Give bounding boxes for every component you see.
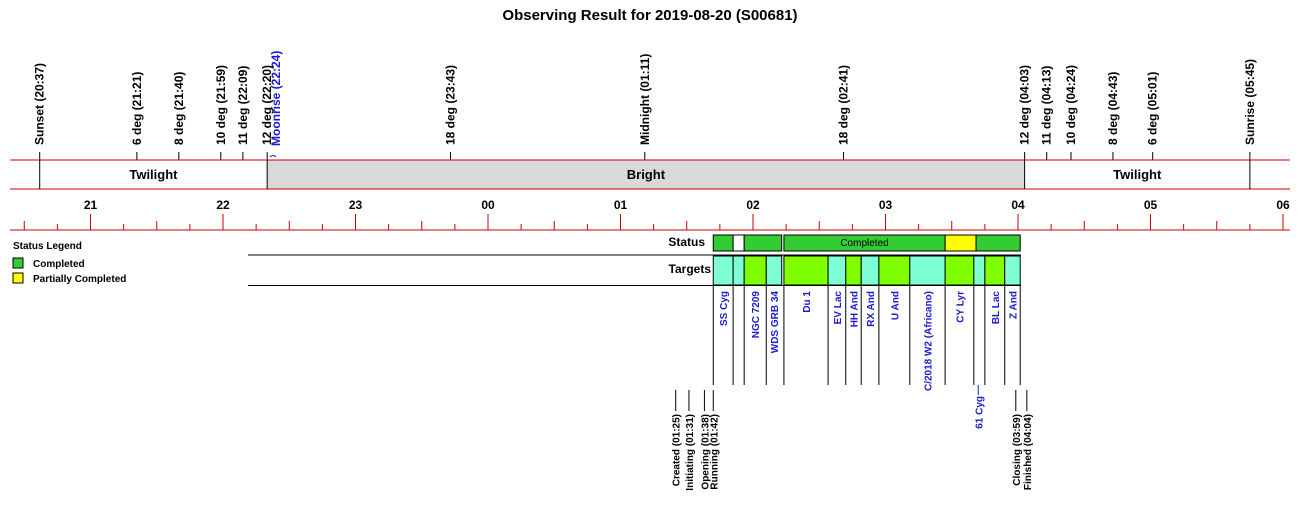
legend-label-completed: Completed — [33, 259, 85, 270]
sky-event-label: 12 deg (22:20) — [260, 65, 274, 145]
target-label-61-cyg: 61 Cyg — [974, 396, 985, 429]
run-event-label-initiating: Initiating (01:31) — [685, 414, 696, 491]
sky-event-label: 12 deg (04:03) — [1018, 65, 1032, 145]
sky-event-label: 18 deg (02:41) — [837, 65, 851, 145]
hour-axis: 21 22 23 00 01 02 03 04 05 06 — [10, 198, 1290, 231]
sky-band-twilight — [39, 160, 268, 189]
sky-event-label: 6 deg (21:21) — [130, 72, 144, 145]
run-events: Created (01:25) Initiating (01:31) Opening… — [672, 390, 1034, 491]
target-label-cy-lyr: CY Lyr — [955, 291, 966, 323]
sky-event-label: 11 deg (04:13) — [1040, 66, 1054, 145]
status-segment-completed — [975, 234, 1021, 252]
target-label-rx-and: RX And — [866, 291, 877, 327]
target-label-bl-lac: BL Lac — [991, 291, 1002, 325]
sky-event-label: 10 deg (04:24) — [1064, 65, 1078, 145]
target-label-ngc-7209: NGC 7209 — [751, 291, 762, 339]
legend-title: Status Legend — [13, 241, 82, 252]
targets-row-label: Targets — [669, 262, 712, 276]
sky-band-label: Twilight — [129, 167, 178, 182]
status-segment-blank — [732, 234, 745, 252]
sky-event-label: Sunset (20:37) — [33, 63, 47, 145]
status-segment-partially-completed — [944, 234, 977, 252]
target-segment-wds-grb-34 — [765, 255, 783, 286]
hour-tick-label: 22 — [216, 198, 230, 212]
sky-event-label: Sunrise (05:45) — [1243, 59, 1257, 145]
hour-tick-label: 02 — [746, 198, 760, 212]
sky-event-label: Midnight (01:11) — [638, 54, 652, 145]
sky-event-label: 8 deg (04:43) — [1106, 72, 1120, 145]
run-event-label-closing: Closing (03:59) — [1012, 414, 1023, 486]
hour-tick-label: 21 — [84, 198, 98, 212]
sky-band-bright — [267, 160, 1025, 189]
sky-conditions: Twilight Bright Twilight Sunset (20:37) 6 de… — [10, 51, 1290, 190]
sky-band-label: Twilight — [1113, 167, 1162, 182]
target-label-z-and: Z And — [1008, 291, 1019, 319]
target-segment-ss-cyg — [712, 255, 734, 286]
hour-tick-label: 04 — [1011, 198, 1025, 212]
target-segment-cy-lyr — [944, 255, 975, 286]
sky-event-label: 11 deg (22:09) — [236, 66, 250, 145]
hour-tick-label: 01 — [614, 198, 628, 212]
target-segment-u-and — [878, 255, 911, 286]
status-and-targets: Status Targets Completed SS Cyg NGC 7209 WDS … — [248, 234, 1021, 429]
status-segment-completed — [712, 234, 734, 252]
sky-event-label: 6 deg (05:01) — [1146, 72, 1160, 145]
target-segment-du-1 — [783, 255, 829, 286]
target-segment-c-2018-w2-africano — [909, 255, 946, 286]
target-label-wds-grb-34: WDS GRB 34 — [770, 291, 781, 354]
legend-label-partially-completed: Partially Completed — [33, 274, 126, 285]
chart-title: Observing Result for 2019-08-20 (S00681) — [502, 7, 797, 24]
hour-tick-label: 23 — [349, 198, 363, 212]
target-label-c-2018-w2-africano: C/2018 W2 (Africano) — [923, 291, 934, 391]
target-segment-hh-and — [845, 255, 862, 286]
status-segment-label: Completed — [840, 238, 888, 249]
run-event-label-running: Running (01:42) — [709, 414, 720, 490]
target-label-du-1: Du 1 — [802, 291, 813, 313]
run-event-label-opening: Opening (01:38) — [700, 414, 711, 490]
run-event-label-finished: Finished (04:04) — [1023, 414, 1034, 490]
legend-swatch-partially-completed — [12, 272, 24, 284]
target-label-u-and: U And — [890, 291, 901, 320]
target-segment-ev-lac — [827, 255, 847, 286]
target-segment-rx-and — [860, 255, 880, 286]
sky-event-label: 8 deg (21:40) — [172, 72, 186, 145]
sky-band-twilight — [1024, 160, 1250, 189]
target-segment-ngc-7209 — [743, 255, 767, 286]
target-segment — [973, 255, 986, 286]
sky-event-label: 10 deg (21:59) — [214, 65, 228, 145]
status-legend: Status Legend Completed Partially Complete… — [12, 241, 126, 285]
target-label-ev-lac: EV Lac — [833, 291, 844, 325]
legend-swatch-completed — [12, 257, 24, 269]
target-segment — [732, 255, 745, 286]
sky-event-label: 18 deg (23:43) — [443, 65, 457, 145]
target-segment-z-and — [1004, 255, 1021, 286]
moonrise-label: Moonrise (22:24) — [269, 51, 283, 146]
hour-tick-label: 00 — [481, 198, 495, 212]
hour-tick-label: 03 — [879, 198, 893, 212]
hour-tick-label: 06 — [1276, 198, 1290, 212]
status-row-label: Status — [668, 235, 705, 249]
moonrise-connector — [269, 155, 277, 158]
status-segment-completed — [743, 234, 783, 252]
target-segment-bl-lac — [984, 255, 1006, 286]
target-label-hh-and: HH And — [849, 291, 860, 327]
target-label-ss-cyg: SS Cyg — [719, 291, 730, 326]
hour-tick-label: 05 — [1144, 198, 1158, 212]
run-event-label-created: Created (01:25) — [672, 414, 683, 486]
sky-band-label: Bright — [627, 167, 666, 182]
